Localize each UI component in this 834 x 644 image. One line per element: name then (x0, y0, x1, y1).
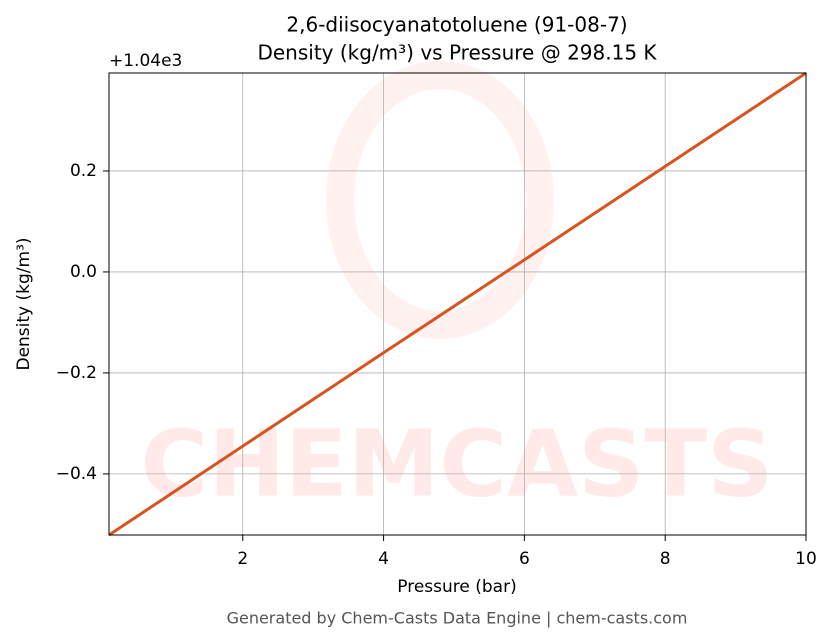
x-tick-label: 2 (237, 549, 248, 569)
x-tick-label: 6 (519, 549, 530, 569)
watermark: CHEMCASTS (141, 410, 774, 517)
y-tick-label: 0.0 (70, 262, 97, 282)
y-tick-label: 0.2 (70, 161, 97, 181)
data-line (108, 71, 807, 537)
x-tick-label: 4 (378, 549, 389, 569)
x-tick-label: 8 (660, 549, 671, 569)
x-axis-label: Pressure (bar) (397, 577, 516, 597)
plot-frame (108, 72, 807, 536)
y-tick-label: −0.2 (56, 363, 97, 383)
x-tick-label: 10 (795, 549, 817, 569)
chart-title: 2,6-diisocyanatotoluene (91-08-7) (286, 13, 627, 37)
watermark-logo (326, 61, 554, 339)
chart-subtitle: Density (kg/m³) vs Pressure @ 298.15 K (257, 41, 657, 65)
y-tick-label: −0.4 (56, 464, 97, 484)
y-offset-label: +1.04e3 (109, 51, 182, 71)
footer: Generated by Chem-Casts Data Engine | ch… (227, 609, 688, 628)
y-axis-label: Density (kg/m³) (14, 237, 34, 370)
